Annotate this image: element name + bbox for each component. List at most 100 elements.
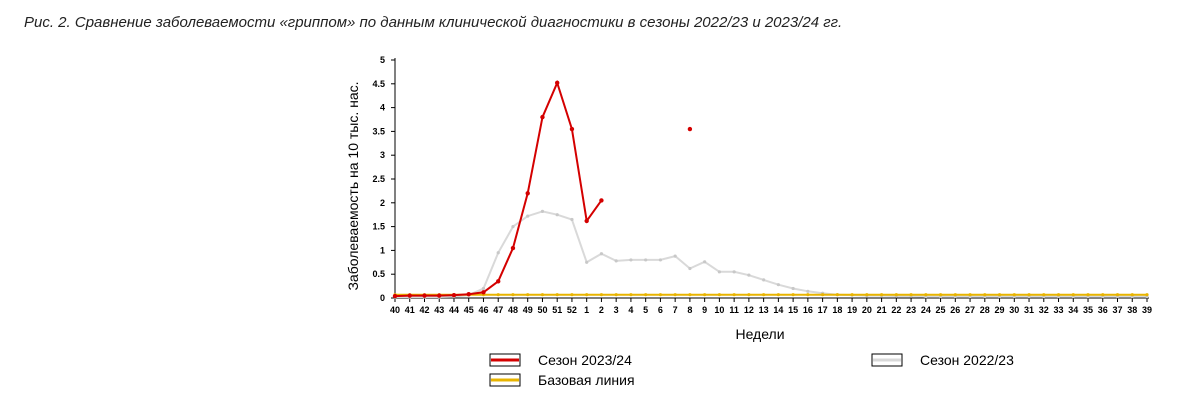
x-tick-label: 16: [803, 305, 813, 315]
x-tick-label: 46: [478, 305, 488, 315]
x-tick-label: 5: [643, 305, 648, 315]
x-tick-label: 47: [493, 305, 503, 315]
y-tick-label: 1.5: [372, 222, 385, 232]
x-tick-label: 10: [714, 305, 724, 315]
data-point: [776, 293, 780, 297]
data-point: [673, 254, 677, 258]
data-point: [924, 293, 928, 297]
data-point: [392, 293, 398, 299]
x-tick-label: 26: [950, 305, 960, 315]
data-point: [791, 293, 795, 297]
data-point: [554, 80, 560, 86]
x-tick-label: 2: [599, 305, 604, 315]
x-tick-label: 51: [552, 305, 562, 315]
legend-item: Базовая линия: [489, 372, 635, 388]
x-tick-label: 39: [1142, 305, 1152, 315]
data-point: [1027, 293, 1031, 297]
x-tick-label: 8: [687, 305, 692, 315]
data-point: [732, 293, 736, 297]
x-tick-label: 33: [1054, 305, 1064, 315]
data-point: [599, 198, 604, 203]
x-tick-label: 18: [832, 305, 842, 315]
x-tick-label: 20: [862, 305, 872, 315]
data-point: [511, 293, 515, 297]
data-point: [1115, 293, 1120, 297]
x-tick-label: 17: [818, 305, 828, 315]
data-point: [437, 293, 442, 298]
y-tick-label: 2: [380, 198, 385, 208]
data-point: [688, 293, 692, 297]
data-point: [569, 126, 575, 132]
x-axis-title: Недели: [735, 326, 784, 342]
series-0: [392, 79, 693, 299]
series-2: [393, 209, 1149, 299]
x-tick-label: 40: [390, 305, 400, 315]
data-point: [451, 292, 457, 298]
x-tick-label: 4: [628, 305, 633, 315]
data-point: [717, 293, 721, 297]
data-point: [762, 293, 766, 297]
data-point: [850, 293, 854, 297]
x-tick-label: 35: [1083, 305, 1093, 315]
data-point: [1086, 293, 1090, 297]
x-tick-label: 36: [1098, 305, 1108, 315]
y-tick-label: 1: [380, 245, 385, 255]
x-tick-label: 22: [891, 305, 901, 315]
data-point: [1071, 293, 1075, 297]
x-tick-label: 13: [759, 305, 769, 315]
data-point: [525, 191, 530, 196]
data-point: [540, 209, 545, 213]
data-point: [879, 293, 884, 297]
legend-label: Сезон 2022/23: [920, 352, 1014, 368]
data-point: [614, 293, 618, 297]
x-tick-label: 45: [464, 305, 474, 315]
data-point: [1056, 293, 1061, 297]
data-point: [407, 293, 412, 298]
data-point: [953, 293, 957, 297]
data-point: [644, 258, 648, 262]
data-point: [599, 293, 604, 297]
data-point: [629, 258, 633, 262]
data-point: [511, 225, 515, 229]
x-tick-label: 32: [1039, 305, 1049, 315]
data-point: [835, 293, 839, 297]
data-point: [481, 290, 486, 295]
x-tick-label: 44: [449, 305, 459, 315]
x-tick-label: 9: [702, 305, 707, 315]
y-tick-label: 3.5: [372, 126, 385, 136]
x-tick-label: 3: [614, 305, 619, 315]
x-tick-label: 21: [877, 305, 887, 315]
data-point: [806, 289, 810, 293]
data-point: [821, 293, 825, 297]
y-tick-label: 5: [380, 55, 385, 65]
x-tick-label: 41: [405, 305, 415, 315]
data-point: [1145, 293, 1149, 297]
data-point: [1042, 293, 1046, 297]
data-point: [658, 258, 663, 262]
data-point: [983, 293, 987, 297]
x-tick-label: 11: [729, 305, 739, 315]
data-point: [644, 293, 648, 297]
data-point: [673, 293, 677, 297]
data-point: [496, 251, 500, 255]
legend-item: Сезон 2023/24: [489, 352, 632, 368]
x-tick-label: 23: [906, 305, 916, 315]
data-point: [585, 260, 589, 264]
data-point: [614, 259, 618, 263]
data-point: [496, 279, 501, 284]
series-layer: [392, 79, 1149, 299]
y-tick-label: 0.5: [372, 269, 385, 279]
data-point: [599, 252, 604, 256]
data-point: [687, 126, 693, 132]
data-point: [526, 214, 530, 218]
y-tick-label: 0: [380, 293, 385, 303]
x-tick-label: 27: [965, 305, 975, 315]
data-point: [555, 293, 559, 297]
data-point: [555, 213, 559, 217]
x-tick-label: 43: [434, 305, 444, 315]
data-point: [732, 270, 736, 274]
x-tick-label: 38: [1127, 305, 1137, 315]
x-tick-label: 15: [788, 305, 798, 315]
data-point: [703, 260, 707, 264]
